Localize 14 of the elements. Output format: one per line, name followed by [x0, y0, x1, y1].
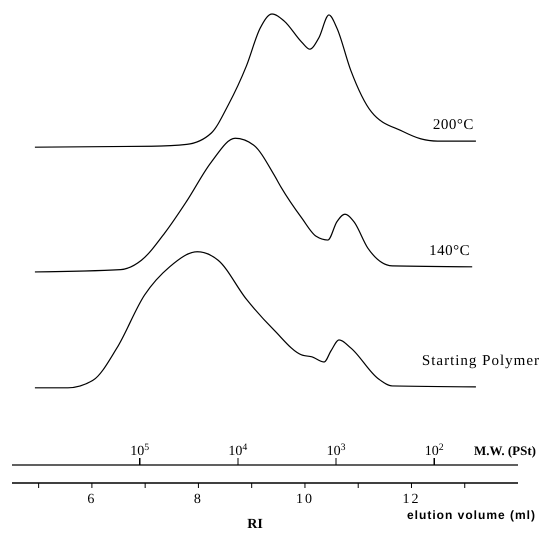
series-label: Starting Polymer [422, 352, 540, 369]
x-tick-label: 12 [402, 492, 420, 507]
x2-tick-label: 10$^{2}$ [424, 442, 444, 459]
x2-tick-label: 10$^{5}$ [130, 442, 150, 459]
x-tick-label: 10 [296, 492, 314, 507]
x2-tick-label: 10$^{4}$ [228, 442, 248, 459]
x-axis-title: elution volume (ml) [406, 508, 536, 522]
series-label: 200°C [432, 117, 474, 134]
series-label: 140°C [429, 242, 470, 259]
x2-axis-title: M.W. (PSt) [474, 443, 536, 458]
x-tick-label: 8 [194, 492, 203, 507]
x-tick-label: 6 [87, 492, 96, 507]
x2-tick-label: 10$^{3}$ [326, 442, 346, 459]
text: RI [247, 517, 263, 532]
